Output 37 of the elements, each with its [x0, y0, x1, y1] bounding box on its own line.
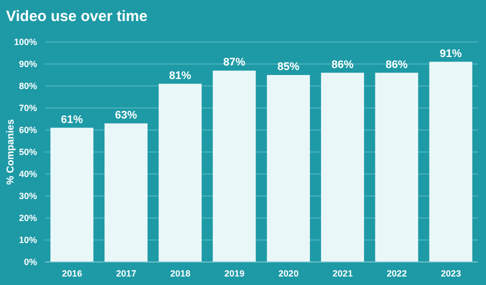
x-tick-label: 2023	[440, 268, 461, 278]
data-label: 87%	[223, 56, 246, 69]
y-tick-label: 40%	[18, 169, 37, 180]
bar	[429, 62, 472, 262]
data-label: 81%	[169, 70, 192, 82]
y-axis-title: % Companies	[6, 118, 17, 185]
bar	[321, 72, 364, 262]
bar	[158, 84, 202, 262]
y-tick-label: 30%	[18, 191, 37, 202]
data-label: 91%	[440, 48, 462, 60]
y-tick-label: 0%	[24, 257, 37, 268]
data-label: 86%	[386, 58, 408, 71]
y-tick-label: 100%	[14, 37, 37, 48]
y-tick-label: 70%	[18, 103, 37, 114]
y-tick-label: 20%	[18, 213, 37, 224]
x-tick-label: 2021	[332, 268, 353, 278]
x-tick-label: 2018	[170, 268, 190, 278]
x-tick-label: 2022	[386, 268, 407, 278]
bar	[375, 72, 418, 262]
data-label: 85%	[277, 61, 300, 73]
y-tick-label: 80%	[18, 81, 37, 92]
x-tick-label: 2017	[116, 268, 136, 278]
y-tick-label: 50%	[18, 147, 37, 158]
x-tick-label: 2020	[278, 268, 299, 278]
bar	[212, 70, 256, 262]
y-tick-label: 90%	[18, 59, 37, 70]
bar	[266, 75, 310, 262]
x-tick-label: 2019	[224, 268, 244, 278]
y-tick-label: 60%	[18, 125, 37, 136]
chart-title: Video use over time	[6, 8, 148, 25]
data-label: 63%	[115, 109, 138, 122]
x-tick-label: 2016	[62, 268, 82, 278]
data-label: 61%	[60, 114, 84, 126]
bar	[104, 123, 148, 262]
bar	[50, 128, 94, 262]
data-label: 86%	[332, 58, 354, 71]
y-tick-label: 10%	[18, 235, 37, 246]
